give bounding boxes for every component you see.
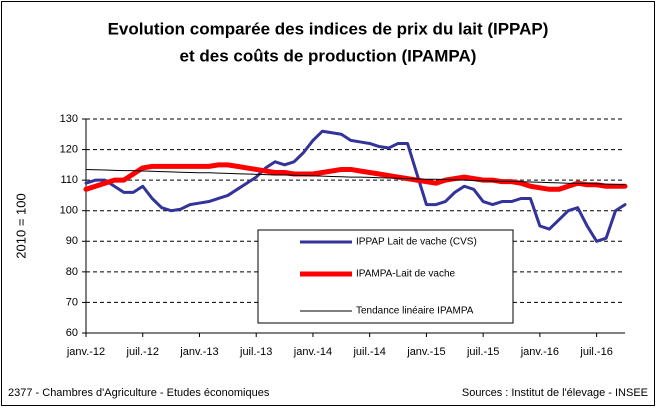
x-tick-label: janv.-14 bbox=[293, 346, 332, 358]
series-line bbox=[85, 168, 626, 186]
legend-label: Tendance linéaire IPAMPA bbox=[356, 306, 474, 317]
y-axis-label: 2010 = 100 bbox=[13, 193, 28, 258]
chart-title: Evolution comparée des indices de prix d… bbox=[108, 19, 549, 38]
chart-frame bbox=[1, 1, 655, 406]
legend-label: IPPAP Lait de vache (CVS) bbox=[356, 237, 477, 248]
y-tick-label: 120 bbox=[60, 143, 78, 155]
x-tick-label: juil.-15 bbox=[466, 346, 499, 358]
legend-label: IPAMPA-Lait de vache bbox=[356, 269, 456, 280]
y-tick-label: 130 bbox=[60, 113, 78, 125]
y-tick-label: 110 bbox=[60, 174, 78, 186]
y-tick-label: 70 bbox=[66, 296, 78, 308]
note: 2377 - Chambres d'Agriculture - Etudes é… bbox=[8, 387, 270, 399]
y-tick-label: 80 bbox=[66, 266, 78, 278]
x-tick-label: juil.-13 bbox=[239, 346, 272, 358]
series-line bbox=[84, 129, 627, 243]
x-tick-label: janv.-12 bbox=[66, 346, 105, 358]
x-tick-label: juil.-12 bbox=[126, 346, 159, 358]
y-tick-label: 90 bbox=[66, 235, 78, 247]
series-line bbox=[83, 162, 628, 192]
x-tick-label: juil.-14 bbox=[352, 346, 385, 358]
x-tick-label: janv.-16 bbox=[520, 346, 559, 358]
chart-title: et des coûts de production (IPAMPA) bbox=[180, 46, 477, 65]
x-tick-label: janv.-15 bbox=[406, 346, 445, 358]
y-tick-label: 60 bbox=[66, 327, 78, 339]
x-tick-label: juil.-16 bbox=[579, 346, 612, 358]
y-tick-label: 100 bbox=[60, 205, 78, 217]
x-tick-label: janv.-13 bbox=[179, 346, 218, 358]
source: Sources : Institut de l'élevage - INSEE bbox=[462, 387, 648, 399]
